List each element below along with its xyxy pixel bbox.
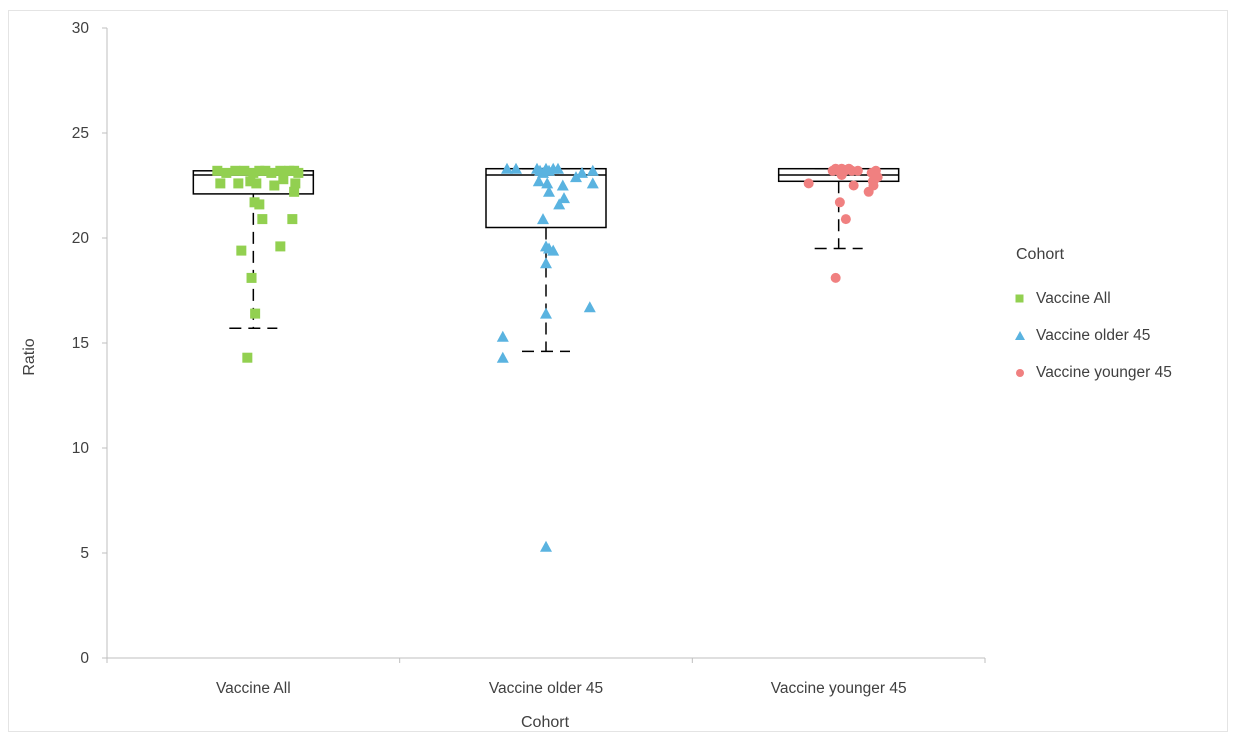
x-tick-label: Vaccine All <box>216 680 291 697</box>
data-point-square <box>266 167 277 178</box>
data-point-triangle <box>510 162 522 174</box>
data-point-square <box>260 165 271 176</box>
legend-item-vaccine-younger-45: Vaccine younger 45 <box>1000 354 1230 391</box>
data-point-triangle <box>556 179 569 191</box>
y-tick-label: 15 <box>72 335 89 352</box>
x-axis-ticks: Vaccine All Vaccine older 45 Vaccine young… <box>106 658 986 697</box>
data-point-square <box>254 199 265 210</box>
data-point-triangle <box>552 162 564 174</box>
data-point-triangle <box>547 244 560 256</box>
y-tick-label: 30 <box>72 20 90 37</box>
data-point-triangle <box>501 162 513 174</box>
data-point-triangle <box>537 213 549 225</box>
data-point-square <box>245 176 256 187</box>
data-point-square <box>289 186 300 197</box>
data-point-triangle <box>586 177 599 189</box>
data-point-square <box>212 165 223 176</box>
data-point-square <box>233 178 244 189</box>
data-point-circle <box>834 197 845 208</box>
data-point-circle <box>830 272 841 283</box>
data-point-circle <box>848 180 859 191</box>
legend-item-vaccine-older-45: Vaccine older 45 <box>1000 317 1230 354</box>
x-tick-label: Vaccine older 45 <box>489 680 603 697</box>
data-point-triangle <box>540 257 552 269</box>
data-point-square <box>246 272 257 283</box>
data-point-triangle <box>576 166 588 178</box>
data-point-triangle <box>541 177 554 189</box>
data-points <box>212 162 883 552</box>
red-circle-marker-icon <box>1000 365 1040 381</box>
x-tick-label: Vaccine younger 45 <box>771 680 907 697</box>
y-axis-ticks: 0 5 10 15 20 25 30 <box>72 20 107 667</box>
data-point-square <box>275 165 286 176</box>
data-point-circle <box>852 165 863 176</box>
data-point-triangle <box>558 192 570 204</box>
data-point-circle <box>836 170 847 180</box>
data-point-triangle <box>583 301 596 313</box>
data-point-square <box>250 308 261 319</box>
legend-label: Vaccine older 45 <box>1036 326 1151 344</box>
data-point-triangle <box>540 540 552 552</box>
x-axis-title: Cohort <box>520 714 570 731</box>
data-point-triangle <box>586 164 599 176</box>
data-point-triangle <box>553 198 566 210</box>
data-point-square <box>290 178 301 189</box>
y-tick-label: 25 <box>72 125 89 142</box>
data-point-triangle <box>496 330 509 342</box>
legend-label: Vaccine younger 45 <box>1036 363 1172 381</box>
y-tick-label: 0 <box>80 650 89 667</box>
data-point-circle <box>840 214 851 225</box>
axes: 0 5 10 15 20 25 30 Vaccine All Vaccine older 45… <box>72 20 986 697</box>
data-point-triangle <box>532 175 545 187</box>
data-point-triangle <box>543 185 555 197</box>
legend: Cohort Vaccine All Vaccine older 45 Vacc… <box>1000 246 1230 391</box>
data-point-square <box>230 165 241 176</box>
y-axis-title: Ratio <box>21 338 38 376</box>
data-point-triangle <box>540 307 552 319</box>
data-point-square <box>239 165 250 176</box>
data-point-square <box>254 165 265 176</box>
legend-item-vaccine-all: Vaccine All <box>1000 280 1230 317</box>
data-point-triangle <box>570 171 582 183</box>
data-point-square <box>257 214 268 225</box>
data-point-square <box>242 352 253 363</box>
data-point-square <box>248 167 259 178</box>
data-point-square <box>275 241 286 252</box>
data-point-square <box>251 178 262 189</box>
data-point-square <box>287 214 298 225</box>
data-point-circle <box>803 178 814 189</box>
data-point-triangle <box>496 351 509 363</box>
data-point-square <box>269 180 280 191</box>
data-point-square <box>278 174 289 185</box>
y-tick-label: 5 <box>80 545 89 562</box>
blue-triangle-marker-icon <box>1000 328 1040 344</box>
data-point-circle <box>863 186 874 197</box>
data-point-triangle <box>537 166 549 178</box>
y-tick-label: 10 <box>72 440 90 457</box>
y-tick-label: 20 <box>72 230 90 247</box>
data-point-square <box>221 167 232 178</box>
legend-label: Vaccine All <box>1036 289 1111 307</box>
data-point-square <box>236 245 247 256</box>
legend-title: Cohort <box>1016 246 1065 263</box>
chart-area <box>8 10 1228 732</box>
green-square-marker-icon <box>1000 291 1040 307</box>
data-point-square <box>293 167 304 178</box>
data-point-square <box>215 178 226 189</box>
